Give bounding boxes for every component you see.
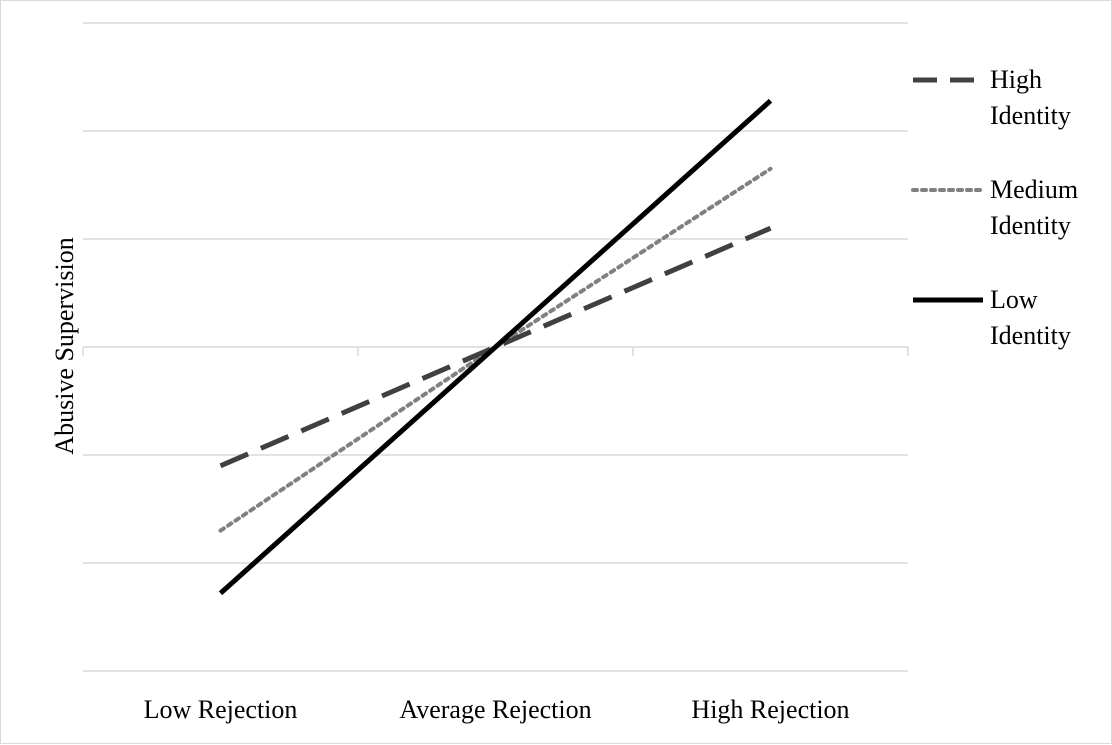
legend-label: Identity (990, 211, 1071, 240)
legend-label: Medium (990, 175, 1078, 204)
series-line-solid (218, 98, 773, 596)
legend-label: Identity (990, 321, 1071, 350)
y-axis-label: Abusive Supervision (50, 237, 79, 454)
legend-label: Identity (990, 101, 1071, 130)
legend-label: High (990, 65, 1042, 94)
series-lines (218, 98, 773, 596)
gridlines (83, 22, 908, 672)
x-tick-label: Low Rejection (144, 695, 298, 724)
legend-item: Low Identity (913, 285, 1071, 350)
x-tick-label: High Rejection (691, 695, 849, 724)
legend: High Identity Medium Identity Low Identity (911, 65, 1078, 350)
x-tick-label: Average Rejection (399, 695, 591, 724)
series-line-dashed (219, 225, 772, 469)
x-tick-labels: Low Rejection Average Rejection High Rejec… (144, 695, 850, 724)
legend-label: Low (990, 285, 1038, 314)
legend-item: High Identity (913, 65, 1071, 130)
legend-item: Medium Identity (911, 175, 1078, 240)
series-line-dotted (218, 166, 773, 533)
